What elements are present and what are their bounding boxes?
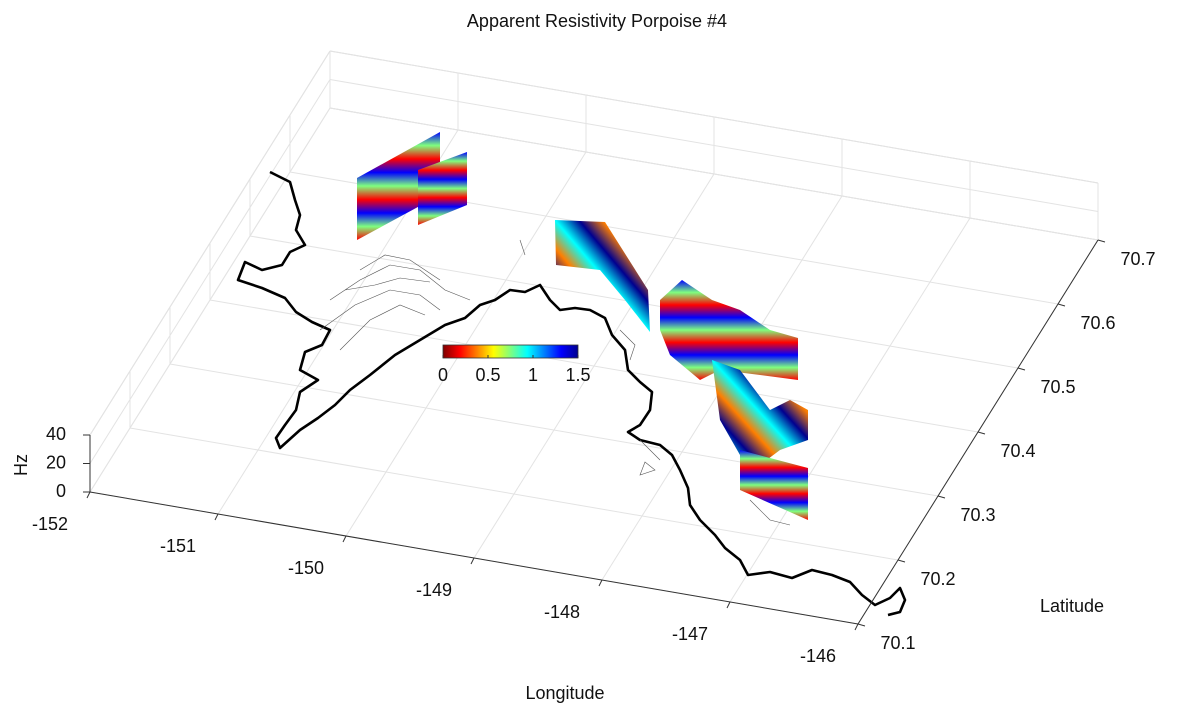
y-tick — [858, 624, 865, 626]
y-axis-label: Latitude — [1040, 596, 1104, 616]
z-axis-label: Hz — [11, 454, 31, 476]
z-tick-label: 0 — [56, 481, 66, 501]
y-tick — [938, 496, 945, 498]
y-tick — [1018, 368, 1025, 370]
y-tick-label: 70.4 — [1000, 441, 1035, 461]
panel — [660, 280, 798, 380]
colorbar-tick-label: 0.5 — [475, 365, 500, 385]
colorbar: 0 0.5 1 1.5 — [438, 345, 591, 385]
chart-title: Apparent Resistivity Porpoise #4 — [467, 11, 727, 31]
grid-line — [90, 80, 330, 464]
colorbar-tick-label: 0 — [438, 365, 448, 385]
grid-line — [170, 364, 938, 496]
y-tick — [1058, 304, 1065, 306]
x-tick — [215, 514, 218, 520]
x-tick-label: -146 — [800, 646, 836, 666]
y-tick — [978, 432, 985, 434]
x-tick — [343, 536, 346, 542]
chart: -152 -151 -150 -149 -148 -147 -146 70.1 70.2 70.3… — [0, 0, 1190, 706]
x-axis-label: Longitude — [525, 683, 604, 703]
axis-layer: -152 -151 -150 -149 -148 -147 -146 70.1 70.2 70.3… — [32, 240, 1156, 666]
page: {"chart_data": {"type": "surface3d", "ti… — [0, 0, 1190, 706]
x-tick — [855, 624, 858, 630]
y-tick-label: 70.3 — [960, 505, 995, 525]
x-tick-label: -149 — [416, 580, 452, 600]
x-tick-label: -147 — [672, 624, 708, 644]
panel — [740, 450, 808, 520]
colorbar-gradient — [443, 345, 578, 358]
resistivity-panels — [357, 132, 808, 520]
x-tick-label: -148 — [544, 602, 580, 622]
colorbar-tick-label: 1 — [528, 365, 538, 385]
y-tick-label: 70.1 — [880, 633, 915, 653]
colorbar-tick-label: 1.5 — [565, 365, 590, 385]
x-tick — [727, 602, 730, 608]
x-tick-label: -152 — [32, 514, 68, 534]
x-tick-label: -151 — [160, 536, 196, 556]
y-tick-label: 70.7 — [1120, 249, 1155, 269]
z-tick-label: 40 — [46, 424, 66, 444]
x-tick-label: -150 — [288, 558, 324, 578]
grid-line — [90, 51, 330, 435]
y-tick — [1098, 240, 1105, 242]
y-tick-label: 70.5 — [1040, 377, 1075, 397]
y-tick-label: 70.2 — [920, 569, 955, 589]
y-tick — [898, 560, 905, 562]
x-tick — [87, 492, 90, 498]
y-tick-label: 70.6 — [1080, 313, 1115, 333]
z-tick-label: 20 — [46, 452, 66, 472]
x-tick — [599, 580, 602, 586]
grid-layer — [90, 51, 1098, 624]
x-tick — [471, 558, 474, 564]
